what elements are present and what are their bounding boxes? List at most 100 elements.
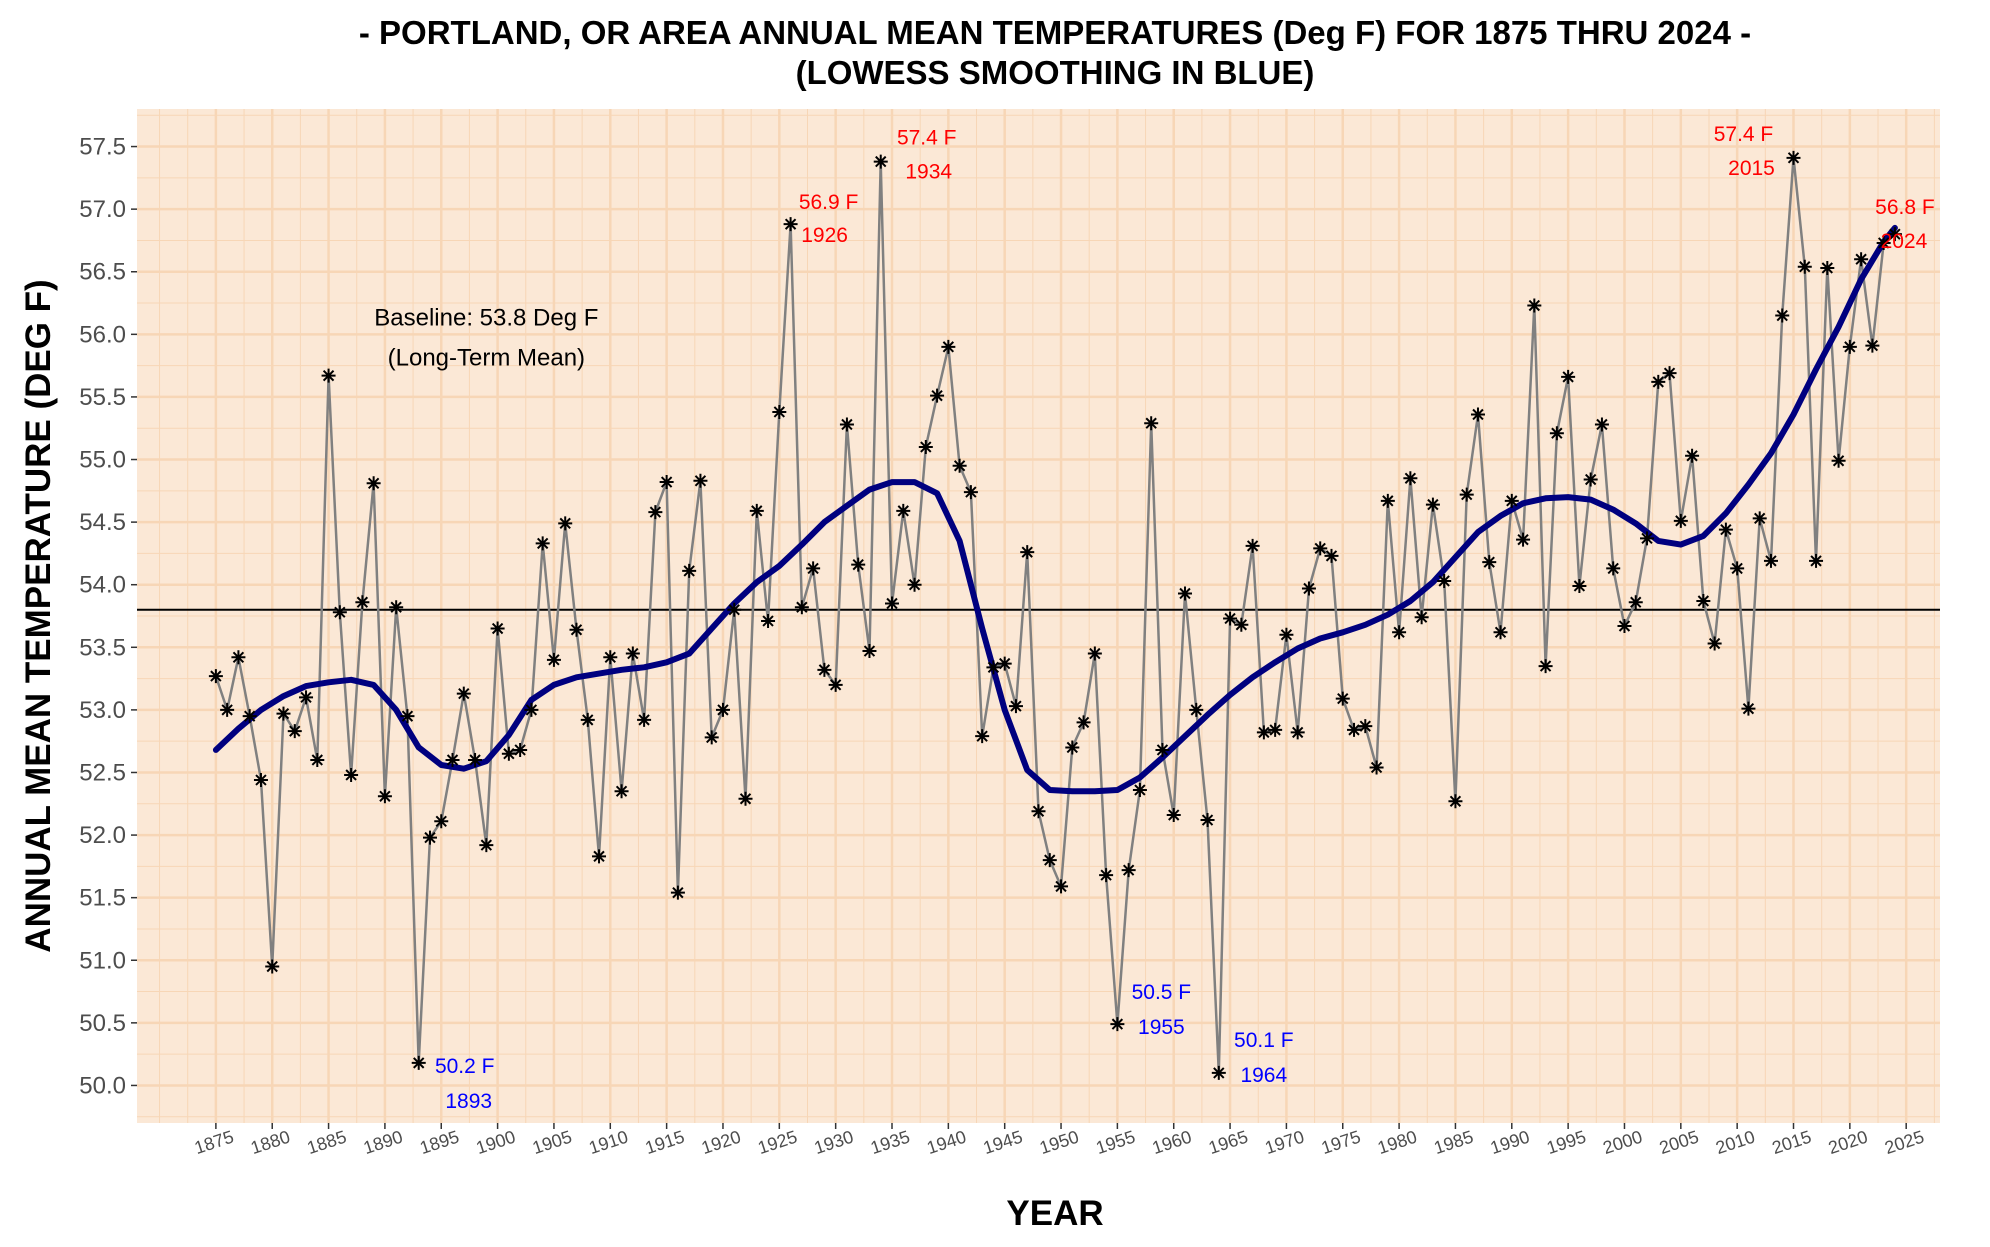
baseline: Baseline: 53.8 Deg F (Long-Term Mean) — [137, 305, 1940, 611]
x-tick-label: 1900 — [474, 1127, 518, 1158]
annotation-year: 1955 — [1138, 1016, 1185, 1039]
x-tick-label: 2010 — [1713, 1127, 1757, 1158]
data-point — [603, 650, 618, 665]
data-point — [693, 473, 708, 488]
x-axis-title: YEAR — [1006, 1194, 1103, 1233]
data-point — [1797, 259, 1812, 274]
data-point — [287, 724, 302, 739]
data-point — [1583, 472, 1598, 487]
data-point — [997, 656, 1012, 671]
data-point — [963, 485, 978, 500]
x-tick-label: 1890 — [361, 1127, 405, 1158]
data-point — [1561, 369, 1576, 384]
data-point — [1527, 298, 1542, 313]
data-point — [1020, 545, 1035, 560]
data-point — [479, 838, 494, 853]
x-tick-label: 1955 — [1093, 1127, 1137, 1158]
annotation-year: 1926 — [801, 224, 848, 247]
baseline-sublabel: (Long-Term Mean) — [388, 345, 585, 372]
data-point — [1854, 252, 1869, 267]
data-point — [727, 602, 742, 617]
data-point — [1245, 538, 1260, 553]
data-point — [1437, 573, 1452, 588]
data-point — [1842, 339, 1857, 354]
data-point — [749, 503, 764, 518]
x-tick-label: 1975 — [1319, 1127, 1363, 1158]
data-point — [1786, 150, 1801, 165]
data-point — [817, 662, 832, 677]
x-tick-label: 2020 — [1826, 1127, 1870, 1158]
x-tick-label: 1905 — [530, 1127, 574, 1158]
data-point — [614, 784, 629, 799]
data-point — [704, 730, 719, 745]
annual-mean-line — [214, 157, 1896, 1073]
data-point — [411, 1055, 426, 1070]
data-point — [839, 417, 854, 432]
data-point — [1809, 553, 1824, 568]
y-tick-label: 56.5 — [79, 259, 126, 286]
annotation-value: 56.8 F — [1875, 196, 1935, 219]
data-point — [1549, 426, 1564, 441]
annotation-year: 1893 — [445, 1090, 492, 1113]
data-point — [1268, 722, 1283, 737]
data-point — [682, 563, 697, 578]
y-tick-label: 57.0 — [79, 196, 126, 223]
data-point — [1065, 740, 1080, 755]
x-tick-label: 2000 — [1600, 1127, 1644, 1158]
data-point — [501, 746, 516, 761]
data-point — [1606, 561, 1621, 576]
x-tick-label: 2005 — [1657, 1127, 1701, 1158]
data-point — [276, 706, 291, 721]
data-point — [918, 440, 933, 454]
y-axis: 50.0 50.5 51.0 51.5 52.0 52.5 53.0 53.5 54.0 54.5… — [79, 134, 137, 1099]
data-point — [1696, 593, 1711, 608]
data-point — [1470, 407, 1485, 422]
data-point — [569, 622, 584, 637]
x-tick-label: 1910 — [586, 1127, 630, 1158]
y-tick-label: 51.5 — [79, 885, 126, 912]
data-point — [1673, 513, 1688, 528]
data-point — [862, 644, 877, 659]
data-point — [1640, 531, 1655, 546]
data-point — [783, 217, 798, 232]
y-tick-label: 55.5 — [79, 384, 126, 411]
annotation-value: 56.9 F — [799, 191, 859, 214]
data-point — [1865, 338, 1880, 353]
data-point — [772, 404, 787, 419]
data-point — [1054, 879, 1069, 894]
x-tick-label: 1985 — [1431, 1127, 1475, 1158]
data-point — [208, 669, 223, 684]
data-point — [1042, 853, 1057, 868]
data-point — [986, 660, 1001, 675]
data-point — [1177, 586, 1192, 601]
data-point — [1313, 541, 1328, 556]
data-point — [1166, 808, 1181, 823]
data-point — [1189, 702, 1204, 717]
chart-title-line2: (LOWESS SMOOTHING IN BLUE) — [796, 54, 1315, 91]
data-point — [1459, 487, 1474, 502]
data-point — [1718, 522, 1733, 537]
y-tick-label: 52.5 — [79, 759, 126, 786]
x-tick-label: 1940 — [924, 1127, 968, 1158]
x-tick-label: 2015 — [1770, 1127, 1814, 1158]
annotation-year: 2015 — [1728, 157, 1775, 180]
chart-title-line1: - PORTLAND, OR AREA ANNUAL MEAN TEMPERAT… — [359, 14, 1751, 51]
x-tick-label: 1965 — [1206, 1127, 1250, 1158]
data-point — [253, 772, 268, 787]
y-tick-label: 53.5 — [79, 634, 126, 661]
extreme-annotations: 56.9 F 1926 57.4 F 1934 57.4 F 2015 56.8 F 2024… — [435, 123, 1935, 1113]
data-point — [873, 154, 888, 169]
data-point — [1448, 794, 1463, 809]
annotation-value: 57.4 F — [897, 127, 957, 150]
data-point — [1425, 497, 1440, 512]
data-point — [896, 503, 911, 518]
data-point — [1087, 646, 1102, 661]
x-axis: 1875 1880 1885 1890 1895 1900 1905 1910 1915 1920… — [192, 1123, 1926, 1158]
minor-gridlines — [137, 109, 1940, 1123]
data-point — [1347, 722, 1362, 737]
data-point — [885, 596, 900, 611]
y-tick-label: 51.0 — [79, 947, 126, 974]
data-point — [659, 475, 674, 490]
data-point — [907, 577, 922, 592]
